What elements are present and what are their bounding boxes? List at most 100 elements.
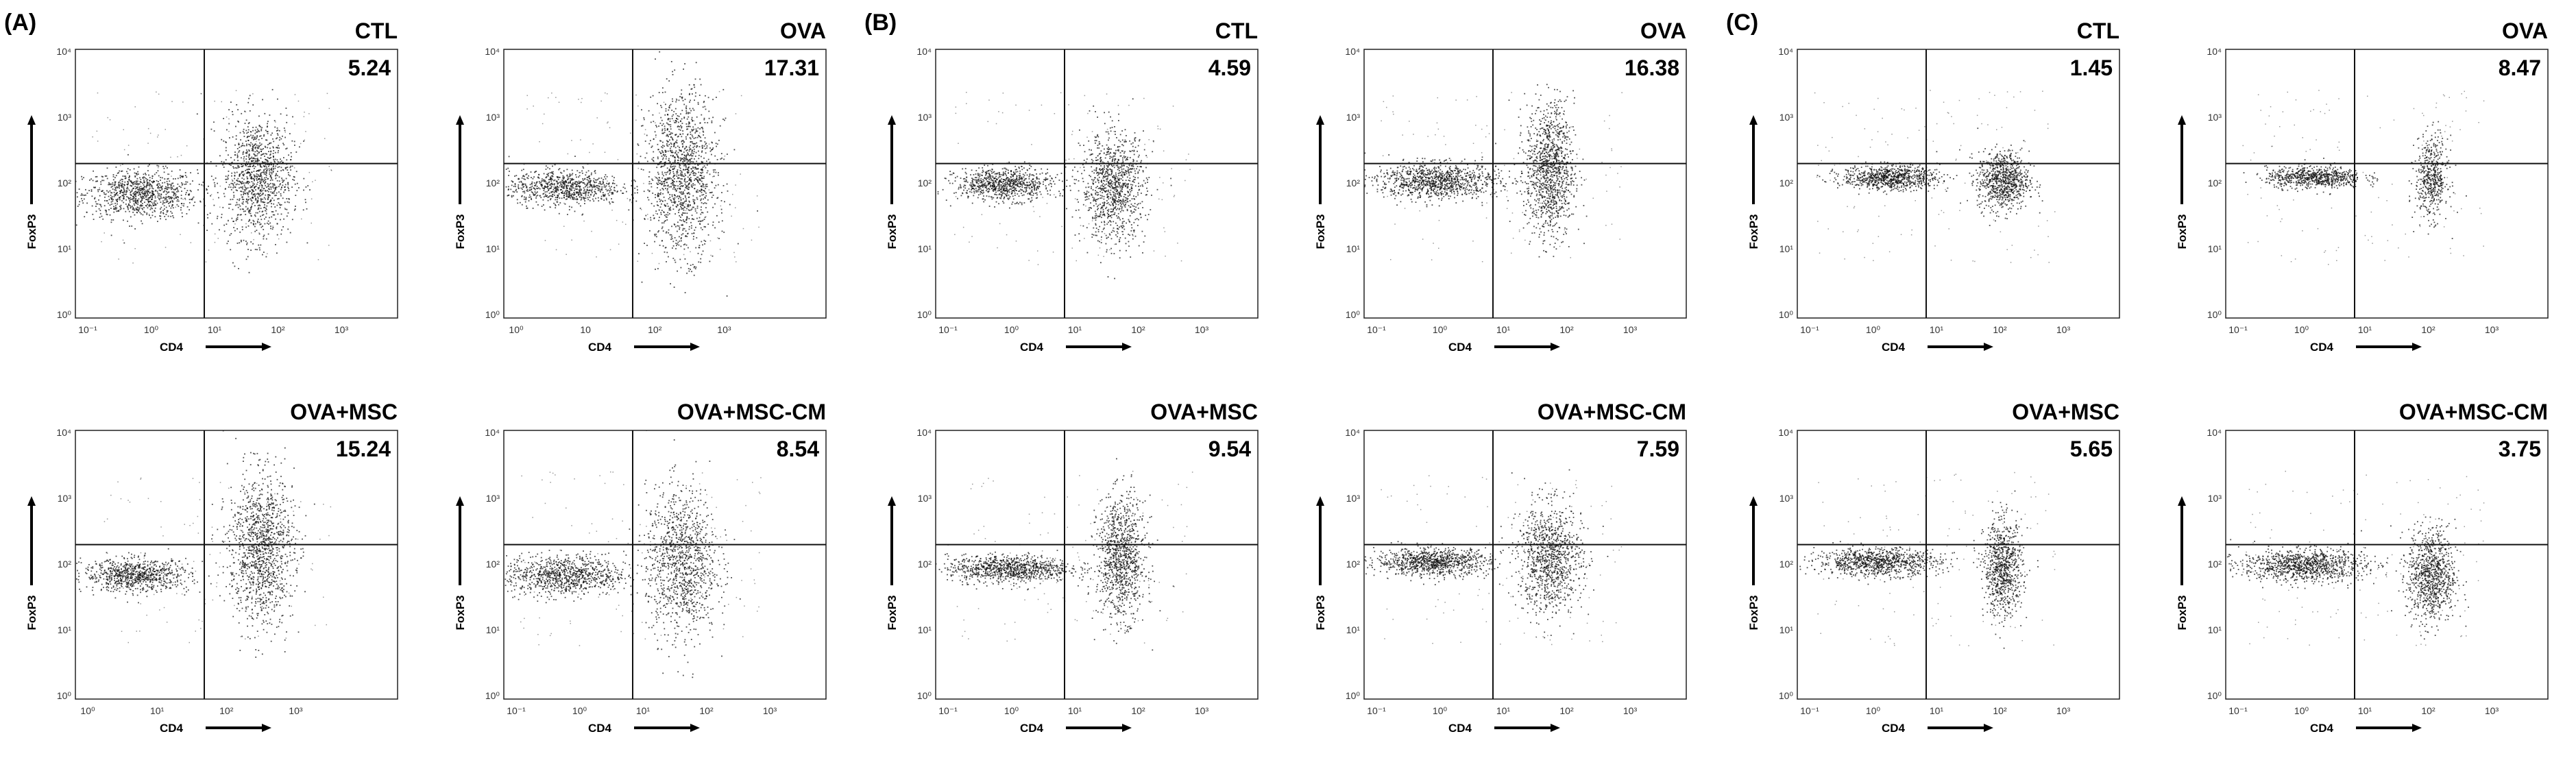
event-dot bbox=[585, 186, 586, 188]
event-dot bbox=[273, 150, 275, 151]
event-dot bbox=[142, 182, 144, 184]
event-dot bbox=[582, 178, 584, 180]
event-dot bbox=[692, 218, 694, 220]
event-dot bbox=[707, 211, 709, 213]
event-dot bbox=[171, 196, 172, 198]
event-dot bbox=[683, 117, 685, 118]
event-dot bbox=[108, 191, 109, 193]
event-dot bbox=[243, 191, 245, 193]
event-dot bbox=[275, 210, 277, 212]
event-dot bbox=[145, 191, 147, 193]
event-dot bbox=[661, 177, 664, 179]
event-dot bbox=[692, 147, 694, 148]
event-dot bbox=[687, 176, 689, 178]
event-dot bbox=[664, 184, 665, 186]
event-dot bbox=[106, 175, 108, 177]
event-dot bbox=[114, 186, 117, 188]
event-dot bbox=[543, 196, 545, 198]
event-dot bbox=[243, 201, 244, 203]
event-dot bbox=[233, 167, 234, 169]
event-dot bbox=[132, 262, 134, 264]
event-dot bbox=[661, 173, 664, 175]
event-dot bbox=[175, 196, 178, 198]
event-dot bbox=[660, 182, 661, 184]
event-dot bbox=[130, 585, 132, 587]
event-dot bbox=[127, 208, 129, 210]
event-dot bbox=[636, 153, 638, 155]
event-dot bbox=[182, 176, 184, 178]
event-dot bbox=[666, 167, 668, 169]
event-dot bbox=[120, 208, 122, 210]
event-dot bbox=[259, 180, 261, 182]
event-dot bbox=[158, 183, 160, 184]
event-dot bbox=[189, 183, 191, 185]
event-dot bbox=[666, 171, 668, 173]
event-dot bbox=[162, 585, 163, 587]
event-dot bbox=[536, 188, 537, 189]
event-dot bbox=[697, 176, 699, 178]
event-dot bbox=[130, 574, 132, 576]
event-dot bbox=[269, 154, 271, 155]
event-dot bbox=[219, 229, 220, 231]
event-dot bbox=[253, 178, 255, 180]
event-dot bbox=[134, 106, 136, 108]
event-dot bbox=[104, 572, 105, 574]
event-dot bbox=[101, 241, 102, 243]
event-dot bbox=[154, 197, 156, 199]
event-dot bbox=[169, 197, 170, 199]
event-dot bbox=[170, 573, 171, 575]
event-dot bbox=[566, 188, 568, 189]
event-dot bbox=[171, 191, 173, 193]
event-dot bbox=[256, 155, 258, 157]
event-dot bbox=[648, 183, 651, 185]
event-dot bbox=[138, 580, 141, 583]
event-dot bbox=[627, 197, 629, 199]
event-dot bbox=[256, 175, 258, 178]
event-dot bbox=[135, 193, 137, 195]
event-dot bbox=[265, 256, 267, 258]
event-dot bbox=[165, 193, 167, 195]
event-dot bbox=[538, 174, 540, 175]
event-dot bbox=[274, 120, 276, 121]
event-dot bbox=[143, 207, 145, 208]
event-dot bbox=[263, 173, 265, 175]
event-dot bbox=[515, 188, 518, 191]
event-dot bbox=[576, 176, 577, 178]
event-dot bbox=[533, 187, 535, 189]
event-dot bbox=[690, 227, 692, 229]
event-dot bbox=[671, 149, 673, 151]
event-dot bbox=[274, 167, 276, 169]
event-dot bbox=[153, 194, 154, 196]
event-dot bbox=[687, 167, 689, 169]
event-dot bbox=[123, 188, 125, 191]
event-dot bbox=[90, 574, 92, 576]
event-dot bbox=[686, 149, 688, 151]
event-dot bbox=[141, 188, 143, 189]
event-dot bbox=[267, 233, 269, 235]
event-dot bbox=[617, 191, 618, 192]
event-dot bbox=[677, 243, 679, 245]
event-dot bbox=[134, 172, 136, 174]
event-dot bbox=[703, 219, 705, 220]
event-dot bbox=[682, 233, 684, 234]
event-dot bbox=[664, 180, 666, 181]
event-dot bbox=[147, 143, 149, 144]
event-dot bbox=[270, 171, 272, 173]
event-dot bbox=[681, 97, 683, 98]
event-dot bbox=[267, 186, 269, 188]
event-dot bbox=[556, 201, 558, 203]
event-dot bbox=[594, 186, 596, 188]
event-dot bbox=[664, 204, 666, 206]
event-dot bbox=[246, 176, 248, 178]
event-dot bbox=[188, 573, 190, 575]
event-dot bbox=[248, 122, 250, 123]
event-dot bbox=[682, 191, 684, 193]
event-dot bbox=[671, 225, 672, 228]
event-dot bbox=[106, 213, 108, 215]
event-dot bbox=[688, 210, 690, 211]
event-dot bbox=[132, 208, 134, 210]
event-dot bbox=[533, 195, 535, 196]
event-dot bbox=[157, 187, 158, 188]
event-dot bbox=[578, 193, 580, 195]
event-dot bbox=[124, 580, 126, 583]
